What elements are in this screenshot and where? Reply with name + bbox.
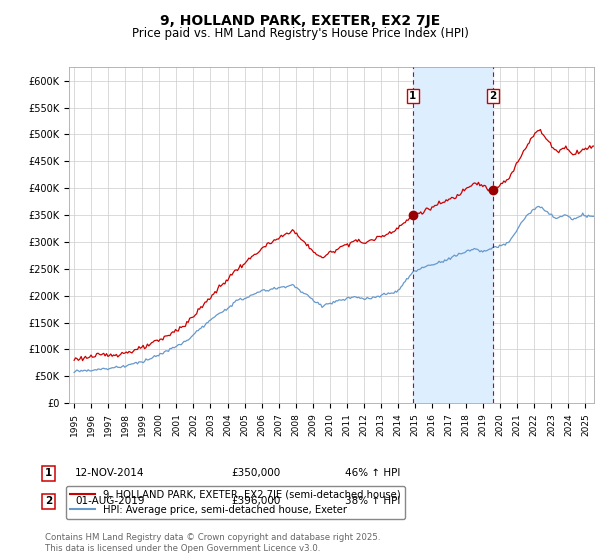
Text: 1: 1: [45, 468, 52, 478]
Text: 01-AUG-2019: 01-AUG-2019: [75, 496, 145, 506]
Text: 2: 2: [45, 496, 52, 506]
Bar: [413, 67, 493, 403]
Text: 2: 2: [490, 91, 497, 101]
Text: 1: 1: [409, 91, 416, 101]
Text: 9, HOLLAND PARK, EXETER, EX2 7JE: 9, HOLLAND PARK, EXETER, EX2 7JE: [160, 14, 440, 28]
Text: £396,000: £396,000: [231, 496, 280, 506]
Text: Contains HM Land Registry data © Crown copyright and database right 2025.
This d: Contains HM Land Registry data © Crown c…: [45, 533, 380, 553]
Text: 12-NOV-2014: 12-NOV-2014: [75, 468, 145, 478]
Text: Price paid vs. HM Land Registry's House Price Index (HPI): Price paid vs. HM Land Registry's House …: [131, 27, 469, 40]
Text: £350,000: £350,000: [231, 468, 280, 478]
Text: 46% ↑ HPI: 46% ↑ HPI: [345, 468, 400, 478]
Legend: 9, HOLLAND PARK, EXETER, EX2 7JE (semi-detached house), HPI: Average price, semi: 9, HOLLAND PARK, EXETER, EX2 7JE (semi-d…: [67, 486, 405, 519]
Text: 38% ↑ HPI: 38% ↑ HPI: [345, 496, 400, 506]
